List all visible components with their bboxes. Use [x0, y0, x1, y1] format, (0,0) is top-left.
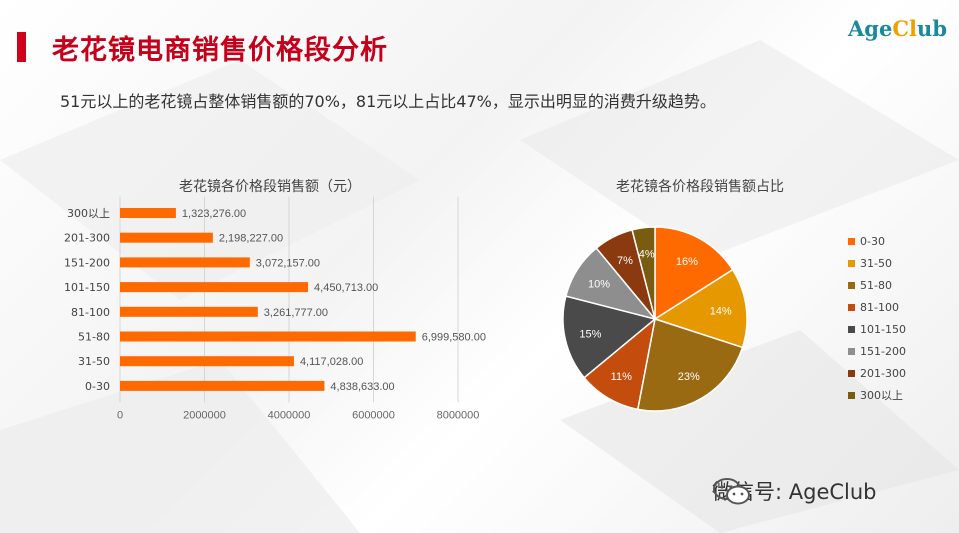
- bar-101-150: [120, 282, 309, 293]
- category-label: 300以上: [67, 207, 110, 220]
- pie-slice-label: 4%: [639, 248, 655, 260]
- legend-swatch: [848, 260, 855, 267]
- bar-value-label: 1,323,276.00: [182, 208, 246, 220]
- x-tick-label: 8000000: [437, 409, 480, 421]
- bar-chart-title: 老花镜各价格段销售额（元）: [179, 179, 361, 195]
- bar-81-100: [120, 306, 258, 317]
- pie-slice-label: 16%: [676, 256, 698, 268]
- subtitle: 51元以上的老花镜占整体销售额的70%，81元以上占比47%，显示出明显的消费升…: [60, 92, 716, 111]
- legend-swatch: [848, 238, 855, 245]
- bar-value-label: 4,117,028.00: [300, 356, 363, 368]
- legend-swatch: [848, 348, 855, 355]
- pie-slice-101-150: [562, 295, 657, 379]
- bar-value-label: 2,198,227.00: [219, 233, 283, 245]
- page-title: 老花镜电商销售价格段分析: [52, 35, 388, 66]
- category-label: 101-150: [64, 281, 110, 294]
- legend-swatch: [848, 370, 855, 377]
- bar-51-80: [120, 331, 416, 342]
- wechat-icon: [713, 478, 750, 505]
- pie-slice-label: 10%: [588, 279, 610, 291]
- pie-slice-31-50: [653, 268, 748, 349]
- bar-151-200: [120, 257, 250, 268]
- legend-label: 0-30: [860, 235, 885, 248]
- bar-201-300: [120, 232, 213, 243]
- x-tick-label: 4000000: [268, 409, 311, 421]
- category-label: 151-200: [64, 256, 110, 269]
- bar-value-label: 3,072,157.00: [256, 257, 320, 269]
- bar-value-label: 3,261,777.00: [264, 307, 328, 319]
- legend-label: 201-300: [860, 367, 906, 380]
- legend-label: 51-80: [860, 279, 892, 292]
- legend-swatch: [848, 392, 855, 399]
- pie-slice-label: 14%: [710, 306, 732, 318]
- ageclub-logo: AgeClub: [848, 16, 947, 41]
- legend-label: 81-100: [860, 301, 899, 314]
- legend-swatch: [848, 326, 855, 333]
- bar-31-50: [120, 356, 294, 367]
- legend-label: 101-150: [860, 323, 906, 336]
- category-label: 81-100: [71, 306, 110, 319]
- wechat-watermark: 微信号: AgeClub: [712, 476, 877, 506]
- x-tick-label: 2000000: [183, 409, 226, 421]
- category-label: 51-80: [78, 331, 110, 344]
- x-tick-label: 6000000: [352, 409, 395, 421]
- legend-label: 31-50: [860, 257, 892, 270]
- pie-slice-label: 7%: [617, 255, 633, 267]
- pie-slice-label: 15%: [579, 328, 601, 340]
- category-label: 201-300: [64, 232, 110, 245]
- legend-swatch: [848, 282, 855, 289]
- legend-label: 151-200: [860, 345, 906, 358]
- legend-swatch: [848, 304, 855, 311]
- pie-slice-label: 11%: [611, 371, 632, 383]
- bar-value-label: 4,838,633.00: [330, 381, 394, 393]
- pie-slice-300以上: [631, 226, 656, 320]
- bar-value-label: 6,999,580.00: [422, 332, 486, 344]
- pie-chart-title: 老花镜各价格段销售额占比: [616, 179, 784, 195]
- title-accent-bar: [17, 32, 26, 62]
- pie-slice-51-80: [636, 318, 744, 412]
- bar-300以上: [120, 208, 176, 218]
- category-label: 31-50: [78, 355, 110, 368]
- pie-slice-label: 23%: [678, 371, 700, 383]
- x-tick-label: 0: [117, 409, 123, 421]
- bar-0-30: [120, 380, 325, 391]
- category-label: 0-30: [85, 380, 110, 393]
- pie-slice-0-30: [654, 226, 734, 321]
- legend-label: 300以上: [860, 389, 903, 402]
- bar-value-label: 4,450,713.00: [314, 282, 378, 294]
